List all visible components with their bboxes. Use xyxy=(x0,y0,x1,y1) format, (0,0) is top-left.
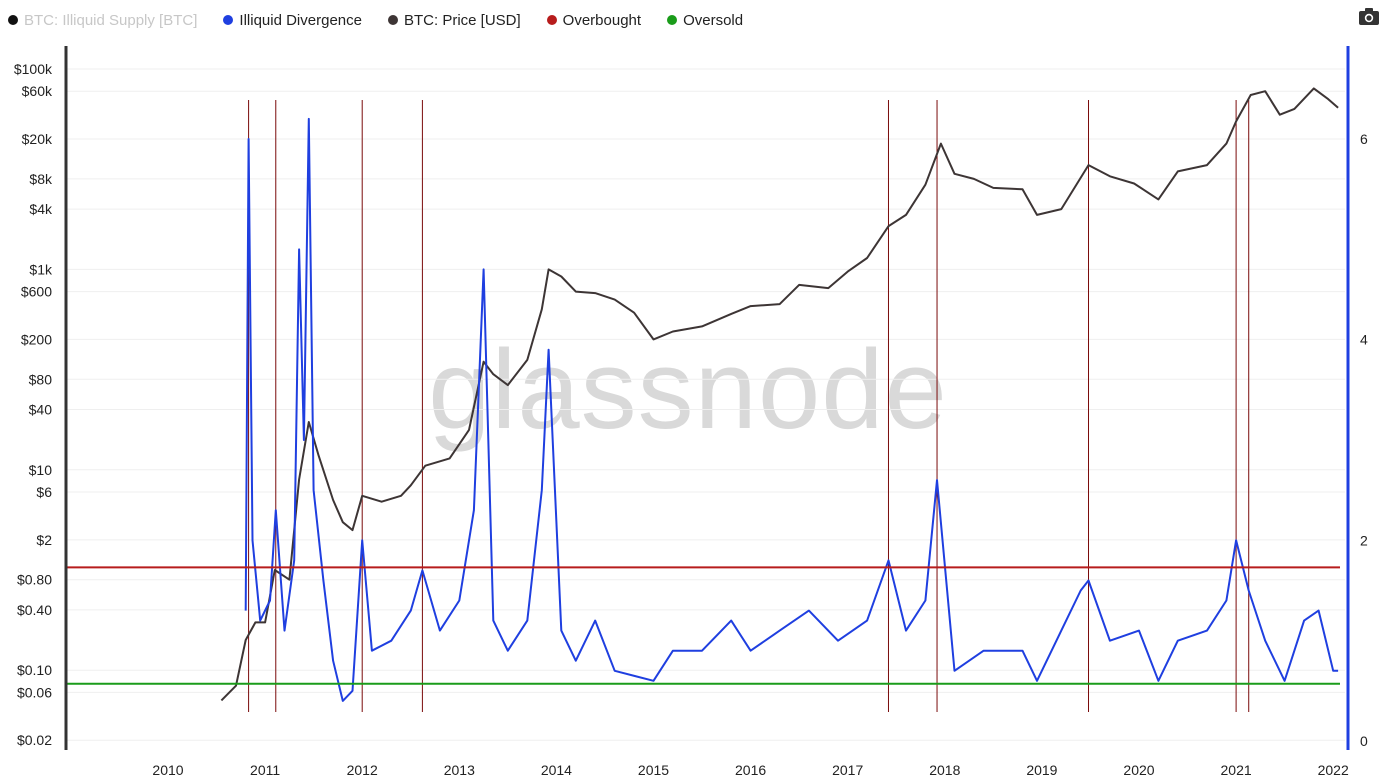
left-tick-label: $10 xyxy=(29,462,53,478)
legend-dot-btc-price xyxy=(387,15,398,25)
series-lines xyxy=(66,87,1340,702)
x-tick-label: 2010 xyxy=(152,762,183,778)
right-tick-label: 6 xyxy=(1360,131,1368,147)
x-tick-label: 2014 xyxy=(541,762,572,778)
left-tick-label: $100k xyxy=(14,61,53,77)
legend-item-illiquid-divergence[interactable]: Illiquid Divergence xyxy=(223,12,362,29)
left-tick-label: $0.10 xyxy=(17,662,52,678)
legend-label-oversold: Oversold xyxy=(683,11,744,29)
left-axis-ticks: $100k $60k $20k $8k $4k $1k $600 $200 $80 $40 $10 $… xyxy=(14,61,53,748)
right-tick-label: 4 xyxy=(1360,332,1368,348)
x-tick-label: 2016 xyxy=(735,762,766,778)
camera-icon[interactable] xyxy=(1358,6,1380,26)
series-line-btc-price-usd xyxy=(220,87,1339,702)
left-tick-label: $1k xyxy=(29,261,53,277)
x-tick-label: 2019 xyxy=(1026,762,1057,778)
left-tick-label: $200 xyxy=(21,331,52,347)
left-tick-label: $40 xyxy=(29,401,53,417)
watermark: glassnode xyxy=(428,327,948,452)
right-axis-ticks: 6 4 2 0 xyxy=(1360,131,1368,749)
left-tick-label: $2 xyxy=(36,532,52,548)
left-tick-label: $20k xyxy=(22,131,53,147)
x-tick-label: 2013 xyxy=(444,762,475,778)
legend-item-overbought[interactable]: Overbought xyxy=(546,11,642,29)
left-tick-label: $4k xyxy=(29,201,53,217)
legend-item-oversold[interactable]: Oversold xyxy=(667,12,743,29)
x-axis-ticks: 2010 2011 2012 2013 2014 2015 2016 2017 2018 2019… xyxy=(152,762,1349,778)
legend-dot-oversold xyxy=(667,15,678,25)
legend-item-btc-price[interactable]: BTC: Price [USD] xyxy=(387,11,521,29)
legend-label-overbought: Overbought xyxy=(562,11,642,29)
x-tick-label: 2012 xyxy=(347,762,378,778)
x-tick-label: 2018 xyxy=(929,762,960,778)
series-line-illiquid-divergence xyxy=(244,117,1339,702)
x-tick-label: 2017 xyxy=(832,762,863,778)
x-tick-label: 2021 xyxy=(1221,762,1252,778)
left-tick-label: $0.80 xyxy=(17,572,52,588)
right-tick-label: 2 xyxy=(1360,532,1368,548)
left-tick-label: $0.40 xyxy=(17,602,52,618)
left-tick-label: $60k xyxy=(22,83,53,99)
x-tick-label: 2022 xyxy=(1318,762,1349,778)
x-tick-label: 2011 xyxy=(250,762,280,778)
legend-dot-overbought xyxy=(546,15,557,25)
right-tick-label: 0 xyxy=(1360,733,1368,749)
left-tick-label: $8k xyxy=(29,171,53,187)
legend-dot-illiquid-divergence xyxy=(223,15,234,25)
x-tick-label: 2015 xyxy=(638,762,669,778)
left-tick-label: $6 xyxy=(36,484,52,500)
left-tick-label: $0.02 xyxy=(17,732,52,748)
legend-label-illiquid-divergence: Illiquid Divergence xyxy=(239,11,362,29)
chart-legend: BTC: Illiquid Supply [BTC] Illiquid Dive… xyxy=(8,8,743,32)
x-tick-label: 2020 xyxy=(1123,762,1154,778)
left-tick-label: $600 xyxy=(21,284,52,300)
legend-label-illiquid-supply: BTC: Illiquid Supply [BTC] xyxy=(24,11,198,29)
left-tick-label: $0.06 xyxy=(17,684,52,700)
grid-lines xyxy=(66,68,1345,741)
left-tick-label: $80 xyxy=(29,371,53,387)
legend-label-btc-price: BTC: Price [USD] xyxy=(403,11,521,29)
legend-item-illiquid-supply[interactable]: BTC: Illiquid Supply [BTC] xyxy=(8,12,197,29)
legend-dot-illiquid-supply xyxy=(8,15,18,25)
